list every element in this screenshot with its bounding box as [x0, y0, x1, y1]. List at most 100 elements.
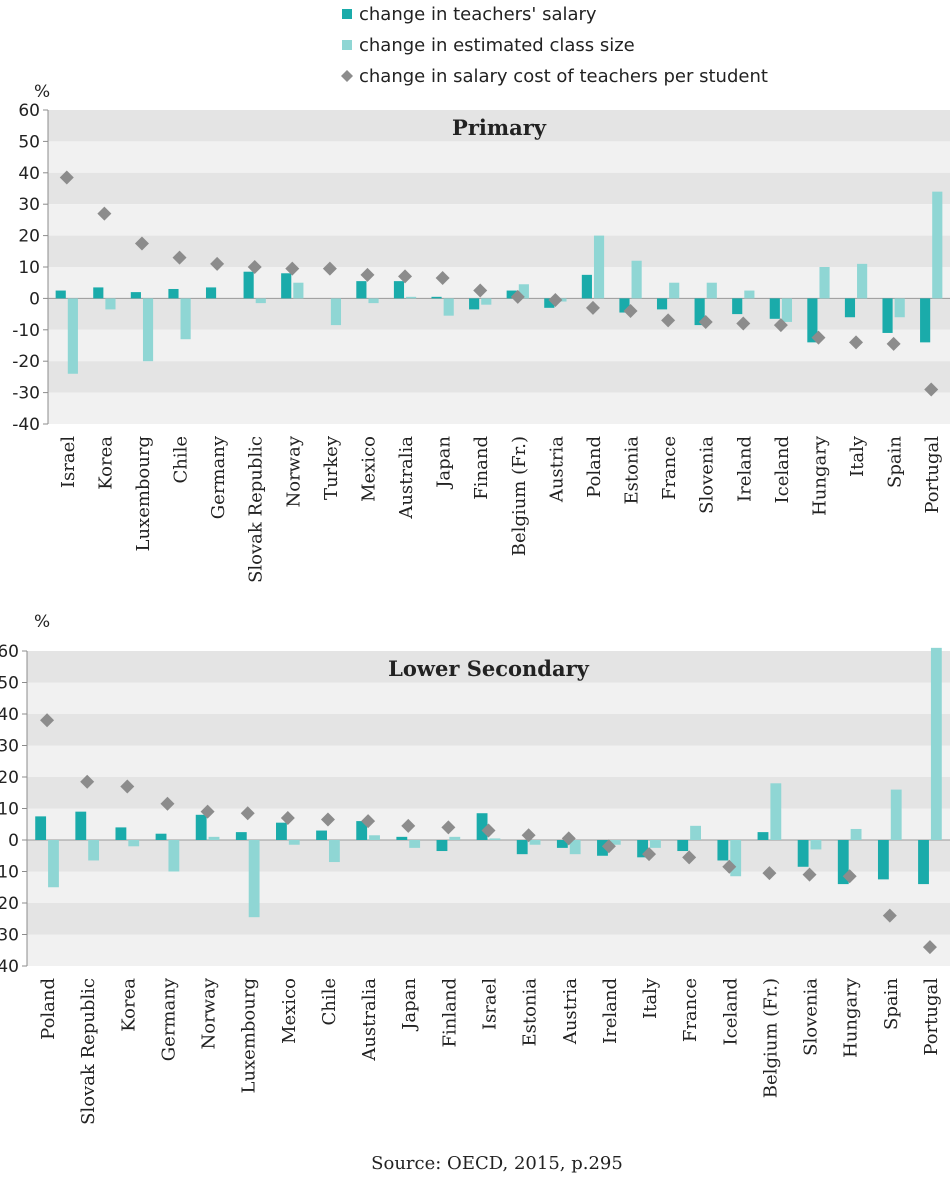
y-tick-label: -20: [12, 352, 40, 372]
grid-band: [27, 871, 950, 903]
legend-swatch: [342, 9, 352, 19]
category-label: Korea: [118, 978, 139, 1032]
diamond-salary-cost-per-student: [682, 850, 697, 865]
diamond-salary-cost-per-student: [160, 796, 175, 811]
grid-band: [48, 172, 950, 205]
bar-class-size: [770, 783, 782, 840]
grid-band: [27, 777, 950, 809]
bar-teachers-salary: [506, 290, 517, 299]
legend-diamond-marker: [341, 70, 353, 82]
chart-title: Lower Secondary: [388, 656, 590, 681]
y-tick-label: 50: [18, 132, 40, 152]
category-label: Luxembourg: [133, 436, 154, 552]
bar-teachers-salary: [393, 281, 405, 299]
bar-teachers-salary: [431, 296, 442, 299]
category-label: Finland: [439, 978, 460, 1047]
diamond-salary-cost-per-student: [886, 336, 901, 351]
bar-class-size: [481, 298, 492, 305]
y-tick-label: 40: [0, 705, 19, 725]
category-label: Israel: [480, 978, 501, 1030]
bar-teachers-salary: [205, 287, 217, 299]
bar-teachers-salary: [597, 840, 608, 856]
bar-teachers-salary: [918, 840, 929, 885]
bar-class-size: [328, 840, 340, 863]
bar-teachers-salary: [637, 840, 649, 858]
grid-band: [48, 361, 950, 393]
bar-class-size: [850, 828, 862, 840]
category-label: France: [680, 978, 701, 1042]
bar-teachers-salary: [195, 814, 207, 840]
bar-class-size: [631, 260, 642, 299]
diamond-salary-cost-per-student: [40, 713, 55, 728]
bar-teachers-salary: [75, 811, 87, 840]
y-tick-label: -30: [12, 384, 40, 404]
category-label: Japan: [434, 436, 455, 490]
category-label: Japan: [399, 978, 420, 1032]
grid-band: [27, 840, 950, 872]
bar-class-size: [690, 825, 701, 840]
bar-teachers-salary: [469, 298, 480, 310]
bar-teachers-salary: [920, 298, 931, 343]
y-tick-label: -10: [0, 863, 19, 883]
diamond-salary-cost-per-student: [473, 283, 488, 298]
category-label: France: [659, 436, 680, 500]
legend-label: change in teachers' salary: [359, 4, 597, 25]
legend-label: change in estimated class size: [359, 35, 635, 56]
bar-class-size: [930, 647, 942, 840]
bar-teachers-salary: [316, 830, 327, 840]
diamond-salary-cost-per-student: [280, 810, 295, 825]
bar-class-size: [369, 835, 380, 840]
diamond-salary-cost-per-student: [623, 303, 638, 318]
category-label: Germany: [208, 435, 229, 519]
category-label: Luxembourg: [239, 978, 260, 1094]
bar-teachers-salary: [55, 290, 66, 299]
bar-class-size: [781, 298, 793, 322]
grid-band: [48, 267, 950, 299]
bar-teachers-salary: [844, 298, 856, 318]
bar-class-size: [857, 263, 868, 299]
diamond-salary-cost-per-student: [849, 335, 864, 350]
grid-band: [48, 204, 950, 236]
bar-class-size: [890, 789, 902, 840]
diamond-salary-cost-per-student: [924, 382, 939, 397]
chart-title: Primary: [452, 115, 547, 140]
legend-item: change in estimated class size: [342, 35, 635, 56]
category-label: Austria: [560, 978, 581, 1045]
diamond-salary-cost-per-student: [521, 828, 536, 843]
bar-class-size: [406, 296, 417, 299]
diamond-salary-cost-per-student: [247, 260, 262, 274]
bar-teachers-salary: [732, 298, 743, 315]
bar-class-size: [669, 282, 680, 299]
bar-class-size: [208, 836, 220, 840]
y-tick-label: -40: [0, 957, 19, 977]
diamond-salary-cost-per-student: [585, 300, 600, 315]
category-label: Chile: [319, 978, 340, 1026]
category-label: Estonia: [622, 436, 643, 505]
y-tick-label: 60: [0, 642, 19, 662]
bar-teachers-salary: [694, 298, 705, 326]
bar-class-size: [489, 838, 501, 840]
diamond-salary-cost-per-student: [134, 236, 149, 251]
bar-teachers-salary: [396, 836, 408, 840]
grid-band: [27, 903, 950, 935]
y-axis-unit-label: %: [34, 612, 50, 632]
category-label: Australia: [359, 978, 380, 1062]
diamond-salary-cost-per-student: [736, 316, 751, 331]
category-label: Germany: [158, 977, 179, 1061]
y-tick-label: 40: [18, 164, 40, 184]
y-axis-unit-label: %: [34, 82, 50, 102]
diamond-salary-cost-per-student: [698, 314, 713, 329]
diamond-salary-cost-per-student: [172, 250, 187, 265]
diamond-salary-cost-per-student: [811, 330, 826, 345]
diamond-salary-cost-per-student: [882, 908, 897, 923]
diamond-salary-cost-per-student: [398, 269, 413, 284]
diamond-salary-cost-per-student: [360, 267, 375, 282]
legend-item: change in teachers' salary: [342, 4, 597, 25]
category-label: Iceland: [720, 978, 741, 1045]
bar-class-size: [810, 840, 822, 850]
bar-teachers-salary: [356, 281, 367, 299]
category-label: Italy: [640, 977, 661, 1019]
bar-teachers-salary: [93, 287, 104, 299]
y-tick-label: 0: [8, 831, 19, 851]
